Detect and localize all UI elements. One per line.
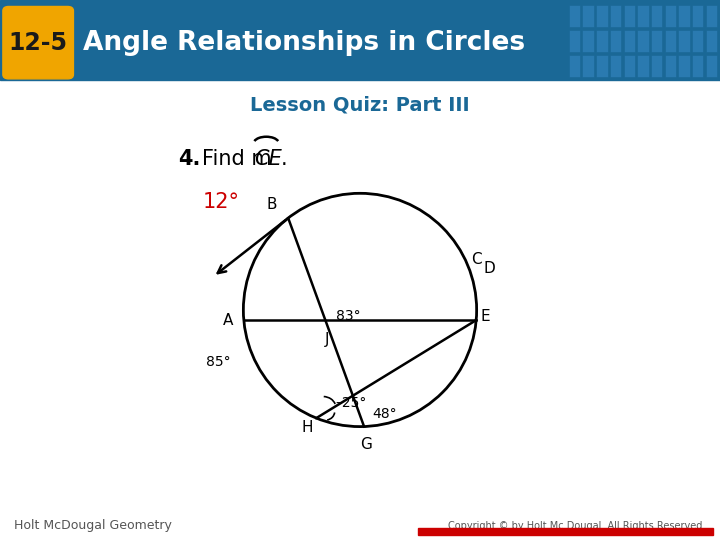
- Text: E: E: [480, 309, 490, 324]
- Text: 85°: 85°: [206, 355, 230, 369]
- Text: 83°: 83°: [336, 309, 361, 323]
- Text: Holt McDougal Geometry: Holt McDougal Geometry: [14, 519, 172, 532]
- Text: G: G: [360, 437, 372, 453]
- Text: Find m: Find m: [202, 148, 272, 169]
- Text: B: B: [267, 197, 277, 212]
- Text: H: H: [302, 420, 313, 435]
- Text: C: C: [472, 252, 482, 267]
- Text: J: J: [325, 332, 330, 347]
- Text: Copyright © by Holt Mc Dougal. All Rights Reserved.: Copyright © by Holt Mc Dougal. All Right…: [449, 521, 706, 531]
- Text: 12-5: 12-5: [9, 31, 68, 55]
- Text: Angle Relationships in Circles: Angle Relationships in Circles: [83, 30, 525, 56]
- Text: Lesson Quiz: Part III: Lesson Quiz: Part III: [250, 96, 470, 115]
- Text: 4.: 4.: [179, 148, 201, 169]
- Text: A: A: [222, 313, 233, 328]
- Text: 48°: 48°: [372, 407, 397, 421]
- Text: CE: CE: [254, 148, 282, 169]
- Text: D: D: [483, 261, 495, 276]
- Text: .: .: [281, 148, 287, 169]
- Text: 12°: 12°: [202, 192, 239, 212]
- Text: –25°: –25°: [336, 396, 367, 410]
